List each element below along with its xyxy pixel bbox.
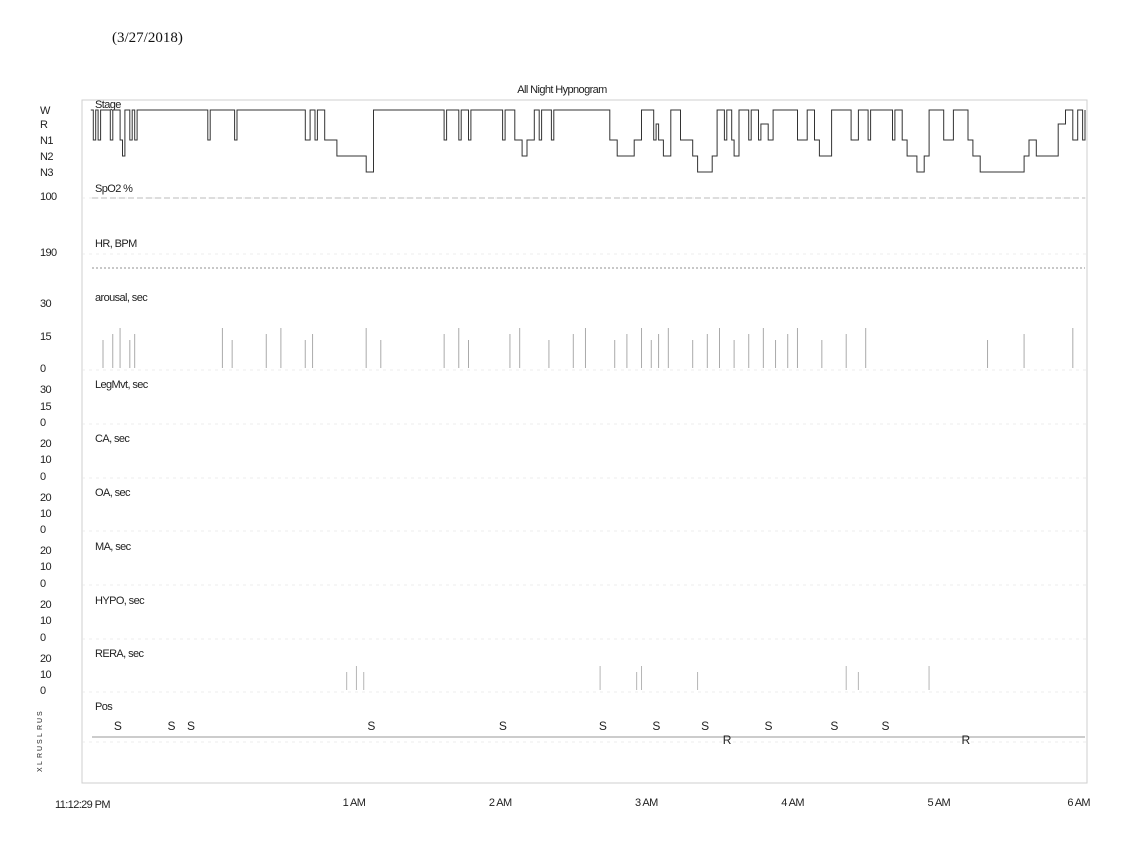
y-tick-legmvt-1: 15 [40, 401, 52, 413]
y-tick-ca-0: 20 [40, 438, 52, 450]
panel-label-legmvt: LegMvt, sec [95, 379, 149, 391]
x-tick: 2 AM [489, 797, 512, 809]
report-date: (3/27/2018) [112, 30, 183, 46]
position-label: S [652, 719, 660, 733]
position-y-tick: R [37, 725, 44, 730]
y-tick-oa-1: 10 [40, 508, 52, 520]
position-y-tick: X [37, 767, 44, 772]
position-label: S [830, 719, 838, 733]
y-tick-stage-2: N1 [40, 135, 53, 147]
position-label: S [765, 719, 773, 733]
stage-trace [90, 109, 1086, 173]
position-y-tick: L [37, 733, 44, 737]
y-tick-legmvt-0: 30 [40, 384, 52, 396]
y-tick-stage-0: W [40, 105, 51, 117]
position-label: S [881, 719, 889, 733]
y-tick-rera-0: 20 [40, 653, 52, 665]
panel-label-ca: CA, sec [95, 433, 130, 445]
position-y-tick: L [37, 761, 44, 765]
x-axis: 11:12:29 PM 1 AM 2 AM 3 AM 4 AM 5 AM 6 AM [55, 797, 1091, 811]
y-tick-arousal-1: 15 [40, 331, 52, 343]
position-label: S [114, 719, 122, 733]
y-tick-hypo-0: 20 [40, 599, 52, 611]
position-y-tick: U [37, 746, 44, 751]
panel-label-hypo: HYPO, sec [95, 595, 145, 607]
position-y-tick: S [37, 739, 44, 744]
x-tick: 5 AM [927, 797, 950, 809]
events-layer [102, 328, 1074, 690]
x-tick: 4 AM [781, 797, 804, 809]
y-tick-spo2-0: 100 [40, 191, 57, 203]
y-tick-rera-2: 0 [40, 685, 46, 697]
panel-label-oa: OA, sec [95, 487, 131, 499]
plot-frame [81, 99, 1088, 784]
y-tick-hypo-1: 10 [40, 615, 52, 627]
panel-label-hr: HR, BPM [95, 238, 137, 250]
y-tick-arousal-2: 0 [40, 363, 46, 375]
x-tick: 6 AM [1067, 797, 1090, 809]
panel-label-arousal: arousal, sec [95, 292, 148, 304]
x-tick: 1 AM [343, 797, 366, 809]
y-tick-stage-4: N3 [40, 167, 53, 179]
position-label: R [723, 733, 732, 747]
y-tick-hypo-2: 0 [40, 632, 46, 644]
position-y-tick: S [37, 711, 44, 716]
position-label: R [962, 733, 971, 747]
y-tick-oa-0: 20 [40, 492, 52, 504]
position-label: S [499, 719, 507, 733]
position-y-tick: R [37, 753, 44, 758]
panel-label-spo2: SpO2 % [95, 183, 133, 195]
panel-label-pos: Pos [95, 701, 113, 713]
x-tick: 3 AM [635, 797, 658, 809]
position-label: S [599, 719, 607, 733]
panel-label-stage: Stage [95, 99, 121, 111]
panel-label-ma: MA, sec [95, 541, 132, 553]
y-tick-stage-1: R [40, 119, 48, 131]
position-y-tick: U [37, 718, 44, 723]
y-tick-legmvt-2: 0 [40, 417, 46, 429]
y-tick-rera-1: 10 [40, 669, 52, 681]
y-tick-ca-1: 10 [40, 454, 52, 466]
y-tick-ca-2: 0 [40, 471, 46, 483]
x-tick-start: 11:12:29 PM [55, 799, 110, 811]
y-tick-oa-2: 0 [40, 524, 46, 536]
y-tick-ma-1: 10 [40, 561, 52, 573]
y-tick-arousal-0: 30 [40, 298, 52, 310]
y-tick-stage-3: N2 [40, 151, 53, 163]
position-label: S [187, 719, 195, 733]
position-label: S [701, 719, 709, 733]
y-tick-hr-0: 190 [40, 247, 57, 259]
stage-layer [90, 109, 1086, 269]
panel-label-rera: RERA, sec [95, 648, 144, 660]
chart-title: All Night Hypnogram [517, 84, 607, 96]
y-tick-ma-2: 0 [40, 578, 46, 590]
position-label: S [168, 719, 176, 733]
position-label: S [367, 719, 375, 733]
y-tick-ma-0: 20 [40, 545, 52, 557]
